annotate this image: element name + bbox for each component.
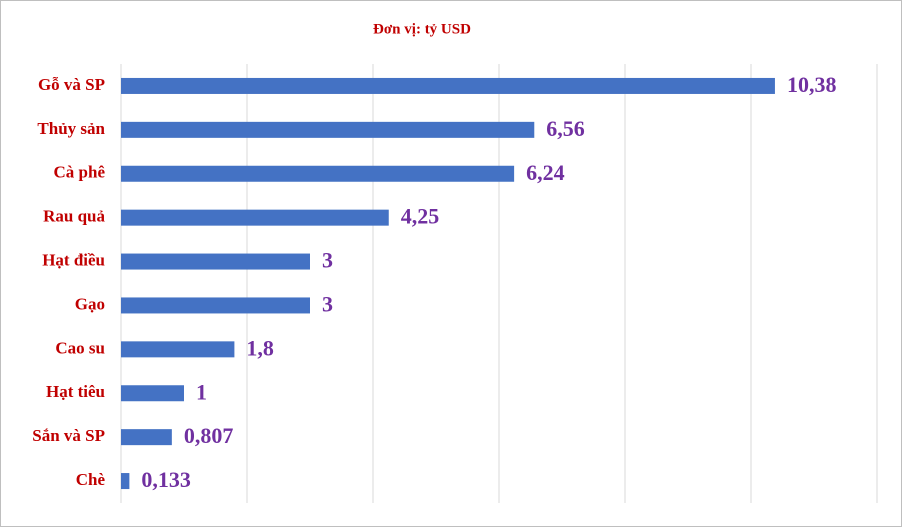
value-label: 0,133 [141, 467, 191, 492]
bar [121, 385, 184, 402]
bar [121, 297, 310, 314]
bar [121, 341, 235, 358]
value-label: 0,807 [184, 423, 234, 448]
chart-title: Đơn vị: tỷ USD [373, 21, 471, 37]
category-label: Rau quả [43, 207, 105, 226]
category-label: Gạo [75, 294, 105, 313]
category-label: Chè [76, 470, 106, 489]
category-label: Hạt tiêu [46, 382, 105, 401]
value-label: 10,38 [787, 72, 837, 97]
value-label: 3 [322, 248, 333, 273]
category-label: Hạt điều [42, 250, 105, 269]
category-label: Cà phê [54, 163, 106, 182]
bar [121, 165, 515, 182]
bar [121, 253, 310, 270]
bar [121, 429, 172, 446]
category-label: Thủy sản [37, 119, 105, 138]
value-label: 4,25 [401, 204, 440, 229]
bar [121, 77, 775, 94]
bar [121, 473, 130, 490]
category-label: Gỗ và SP [38, 75, 105, 94]
value-label: 6,56 [546, 116, 585, 141]
bar [121, 121, 535, 138]
value-label: 6,24 [526, 160, 565, 185]
value-label: 1 [196, 379, 207, 404]
category-label: Sắn và SP [32, 426, 105, 445]
bar [121, 209, 389, 226]
value-label: 1,8 [246, 335, 274, 360]
category-label: Cao su [55, 338, 105, 357]
value-label: 3 [322, 291, 333, 316]
